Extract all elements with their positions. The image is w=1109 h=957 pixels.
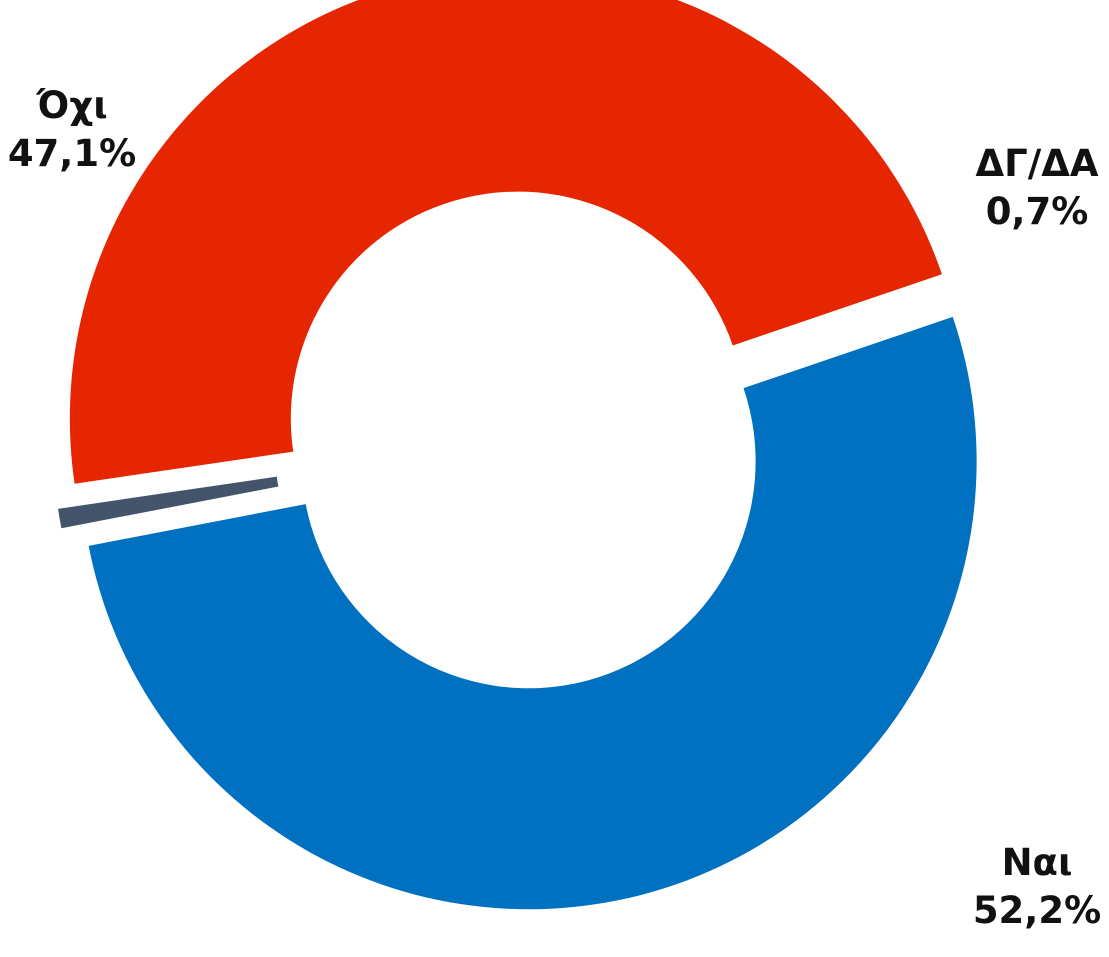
slice-value-label-2: 0,7%: [986, 190, 1089, 233]
slice-category-label-3: Όχι: [35, 84, 107, 127]
donut-slice-3: [69, 0, 942, 484]
slice-value-label-1: 52,2%: [973, 889, 1101, 932]
donut-slice-1: [88, 316, 977, 910]
slice-value-label-3: 47,1%: [8, 132, 136, 175]
slice-category-label-1: Ναι: [1002, 841, 1073, 884]
slices-group: [58, 0, 977, 910]
donut-slice-2: [58, 476, 279, 529]
slice-category-label-2: ΔΓ/ΔΑ: [976, 142, 1099, 185]
labels-group: Ναι 52,2% ΔΓ/ΔΑ 0,7% Όχι 47,1%: [8, 84, 1101, 932]
